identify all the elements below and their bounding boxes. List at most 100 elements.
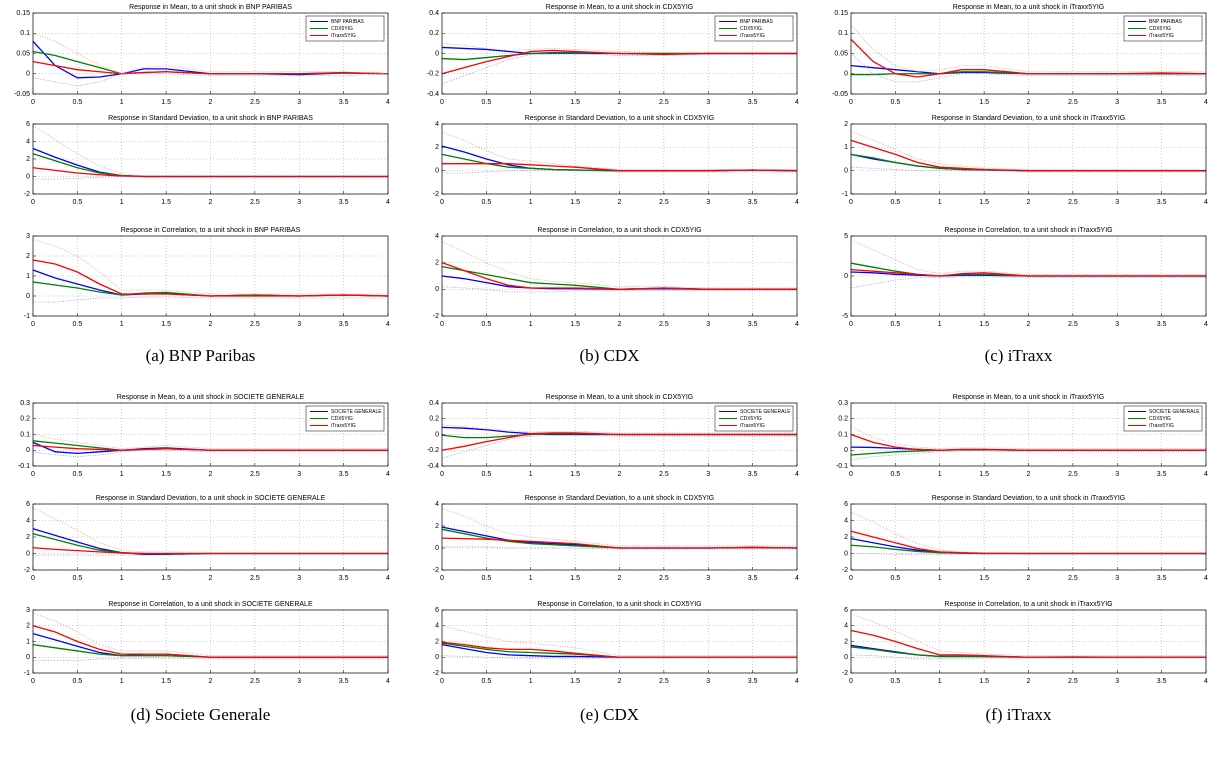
x-tick-label: 1 (938, 678, 942, 685)
x-tick-label: 2 (1027, 199, 1031, 206)
x-tick-label: 2.5 (250, 321, 260, 328)
x-tick-label: 0 (849, 321, 853, 328)
band-line (32, 612, 388, 657)
x-tick-label: 3 (297, 575, 301, 582)
legend-label: CDX5YIG (740, 26, 762, 32)
x-tick-label: 2 (1027, 575, 1031, 582)
x-tick-label: 3 (706, 199, 710, 206)
band-line (33, 657, 388, 661)
axes-frame (850, 235, 1207, 317)
y-tick-label: 0 (26, 654, 30, 661)
x-tick-label: 3 (706, 471, 710, 478)
legend-label: BNP PARIBAS (740, 19, 774, 25)
band-line (441, 42, 797, 53)
x-tick-label: 0.5 (73, 199, 83, 206)
y-tick-label: 2 (844, 534, 848, 541)
x-tick-label: 1.5 (979, 99, 989, 106)
y-tick-label: -2 (842, 670, 848, 677)
x-tick-label: 4 (386, 575, 390, 582)
chart-title: Response in Correlation, to a unit shock… (944, 227, 1112, 234)
x-tick-label: 3 (706, 678, 710, 685)
x-tick-label: 1.5 (979, 321, 989, 328)
x-tick-label: 0.5 (891, 678, 901, 685)
x-tick-label: 3.5 (1157, 321, 1167, 328)
x-tick-label: 3 (297, 99, 301, 106)
chart-title: Response in Correlation, to a unit shock… (944, 601, 1112, 608)
y-tick-label: 0 (26, 447, 30, 454)
band-line (851, 553, 1206, 555)
y-tick-label: -2 (24, 567, 30, 574)
x-tick-label: 4 (1204, 99, 1208, 106)
band-line (32, 125, 388, 177)
band-line (32, 239, 388, 295)
x-tick-label: 2.5 (659, 575, 669, 582)
x-tick-label: 2 (1027, 678, 1031, 685)
x-tick-label: 4 (795, 678, 799, 685)
y-tick-label: -2 (433, 567, 439, 574)
x-tick-label: 0 (849, 471, 853, 478)
x-tick-label: 1.5 (161, 199, 171, 206)
x-tick-label: 0.5 (891, 575, 901, 582)
chart-title: Response in Correlation, to a unit shock… (537, 601, 701, 608)
band-line (850, 130, 1206, 170)
series-line (441, 49, 797, 75)
x-tick-label: 1.5 (570, 678, 580, 685)
x-tick-label: 4 (386, 99, 390, 106)
x-tick-label: 2 (209, 471, 213, 478)
y-tick-label: -1 (24, 670, 30, 677)
x-tick-label: 1 (938, 99, 942, 106)
y-tick-label: -0.05 (14, 91, 30, 98)
x-tick-label: 0.5 (482, 575, 492, 582)
x-tick-label: 1 (529, 99, 533, 106)
x-tick-label: 3.5 (748, 321, 758, 328)
x-tick-label: 3.5 (1157, 471, 1167, 478)
x-tick-label: 3.5 (1157, 678, 1167, 685)
y-tick-label: 6 (26, 121, 30, 128)
axes-frame (850, 609, 1207, 674)
chart-title: Response in Standard Deviation, to a uni… (96, 495, 326, 502)
x-tick-label: 1.5 (161, 678, 171, 685)
series-line (32, 40, 389, 79)
x-tick-label: 1 (529, 575, 533, 582)
axes-frame (441, 12, 798, 95)
x-tick-label: 4 (795, 199, 799, 206)
band-line (33, 296, 388, 303)
legend-label: CDX5YIG (740, 416, 762, 422)
x-tick-label: 2 (209, 575, 213, 582)
x-tick-label: 0.5 (891, 99, 901, 106)
x-tick-label: 2 (209, 199, 213, 206)
y-tick-label: 0.05 (834, 50, 848, 57)
chart-title: Response in Standard Deviation, to a uni… (525, 495, 715, 502)
chart-title: Response in Mean, to a unit shock in iTr… (953, 4, 1104, 11)
x-tick-label: 1 (938, 575, 942, 582)
x-tick-label: 1 (120, 575, 124, 582)
x-tick-label: 0 (31, 99, 35, 106)
series-line (32, 167, 388, 178)
series-line (32, 259, 389, 297)
x-tick-label: 0.5 (482, 99, 492, 106)
y-tick-label: 0.15 (834, 10, 848, 17)
x-tick-label: 4 (795, 99, 799, 106)
y-tick-label: 2 (26, 253, 30, 260)
series-line (32, 60, 389, 75)
x-tick-label: 1 (120, 99, 124, 106)
y-tick-label: 0.3 (838, 400, 848, 407)
y-tick-label: 6 (844, 607, 848, 614)
x-tick-label: 0 (849, 575, 853, 582)
chart-title: Response in Standard Deviation, to a uni… (932, 495, 1126, 502)
x-tick-label: 3 (1115, 471, 1119, 478)
series-line (32, 547, 388, 555)
y-tick-label: 4 (844, 517, 848, 524)
x-tick-label: 2.5 (1068, 99, 1078, 106)
y-tick-label: 4 (435, 623, 439, 630)
x-tick-label: 2.5 (1068, 321, 1078, 328)
axes-background (851, 124, 1206, 194)
x-tick-label: 2.5 (1068, 678, 1078, 685)
x-tick-label: 3 (1115, 575, 1119, 582)
series-line (850, 530, 1206, 555)
y-tick-label: 0 (844, 71, 848, 78)
y-tick-label: 1 (26, 273, 30, 280)
y-tick-label: 1 (844, 144, 848, 151)
x-tick-label: 3.5 (748, 471, 758, 478)
